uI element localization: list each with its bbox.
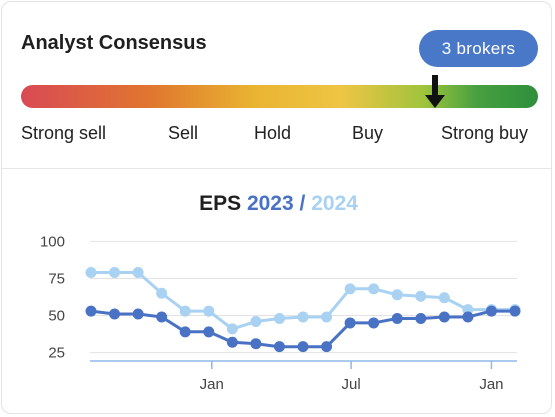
series-2023-point-1 (109, 308, 121, 320)
consensus-gradient-bar (21, 85, 538, 108)
chart-title-slash: / (299, 192, 306, 215)
chart-title-year-2024: 2024 (311, 192, 358, 215)
series-2024-point-0 (85, 267, 97, 279)
series-2023-point-0 (85, 305, 97, 317)
series-2023-point-12 (368, 317, 380, 329)
series-2024-point-6 (226, 323, 238, 335)
series-2023-point-2 (132, 308, 144, 320)
scale-label-hold: Hold (254, 123, 292, 143)
series-2023-point-9 (297, 341, 309, 353)
series-2023-point-10 (321, 341, 333, 353)
scale-label-buy: Buy (352, 123, 384, 143)
section-divider (2, 168, 551, 169)
series-2023-point-7 (250, 338, 262, 350)
scale-label-sell: Sell (168, 123, 199, 143)
brokers-badge[interactable]: 3 brokers (419, 30, 538, 67)
series-2024-point-12 (368, 283, 380, 295)
series-2024-point-4 (179, 305, 191, 317)
x-tick-label-2: Jan (479, 376, 503, 393)
scale-label-strong-buy: Strong buy (441, 123, 529, 143)
chart-title: EPS 2023 / 2024 (2, 192, 551, 216)
series-2023-point-6 (226, 336, 238, 348)
y-tick-label-50: 50 (48, 308, 65, 325)
y-tick-label-100: 100 (40, 233, 65, 250)
series-2023-point-8 (273, 341, 285, 353)
series-2023-point-3 (156, 311, 168, 323)
series-2023-point-11 (344, 317, 356, 329)
series-2024-point-8 (273, 312, 285, 324)
card-title: Analyst Consensus (21, 32, 207, 54)
series-2023-point-15 (438, 311, 450, 323)
series-2024-point-11 (344, 283, 356, 295)
series-2024-point-15 (438, 292, 450, 304)
series-2024-point-2 (132, 267, 144, 279)
series-2024-point-1 (109, 267, 121, 279)
series-2024-point-13 (391, 289, 403, 301)
series-2023-point-14 (415, 312, 427, 324)
scale-label-strong-sell: Strong sell (21, 123, 107, 143)
eps-line-chart: 25 50 75 100 Jan Jul Jan (40, 233, 521, 393)
series-2023-point-18 (509, 305, 521, 317)
series-2023-point-5 (203, 326, 215, 338)
chart-title-year-2023: 2023 (246, 192, 294, 215)
series-2023-point-17 (485, 305, 497, 317)
chart-title-eps: EPS (199, 192, 242, 215)
y-tick-label-25: 25 (48, 345, 65, 362)
series-2023-point-13 (391, 312, 403, 324)
y-tick-label-75: 75 (48, 270, 65, 287)
x-tick-label-0: Jan (200, 376, 224, 393)
series-2023-point-4 (179, 326, 191, 338)
series-2024-point-14 (415, 290, 427, 302)
x-tick-label-1: Jul (342, 376, 361, 393)
consensus-pointer-arrow-icon (425, 75, 445, 108)
series-2024-point-10 (321, 311, 333, 323)
series-2024-point-3 (156, 287, 168, 299)
series-2023-point-16 (462, 311, 474, 323)
series-2024-point-5 (203, 305, 215, 317)
series-2024-point-7 (250, 315, 262, 327)
series-2024-point-9 (297, 311, 309, 323)
